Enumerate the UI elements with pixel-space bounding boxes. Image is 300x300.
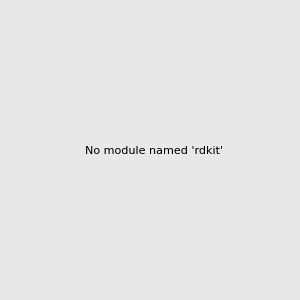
- Text: No module named 'rdkit': No module named 'rdkit': [85, 146, 223, 157]
